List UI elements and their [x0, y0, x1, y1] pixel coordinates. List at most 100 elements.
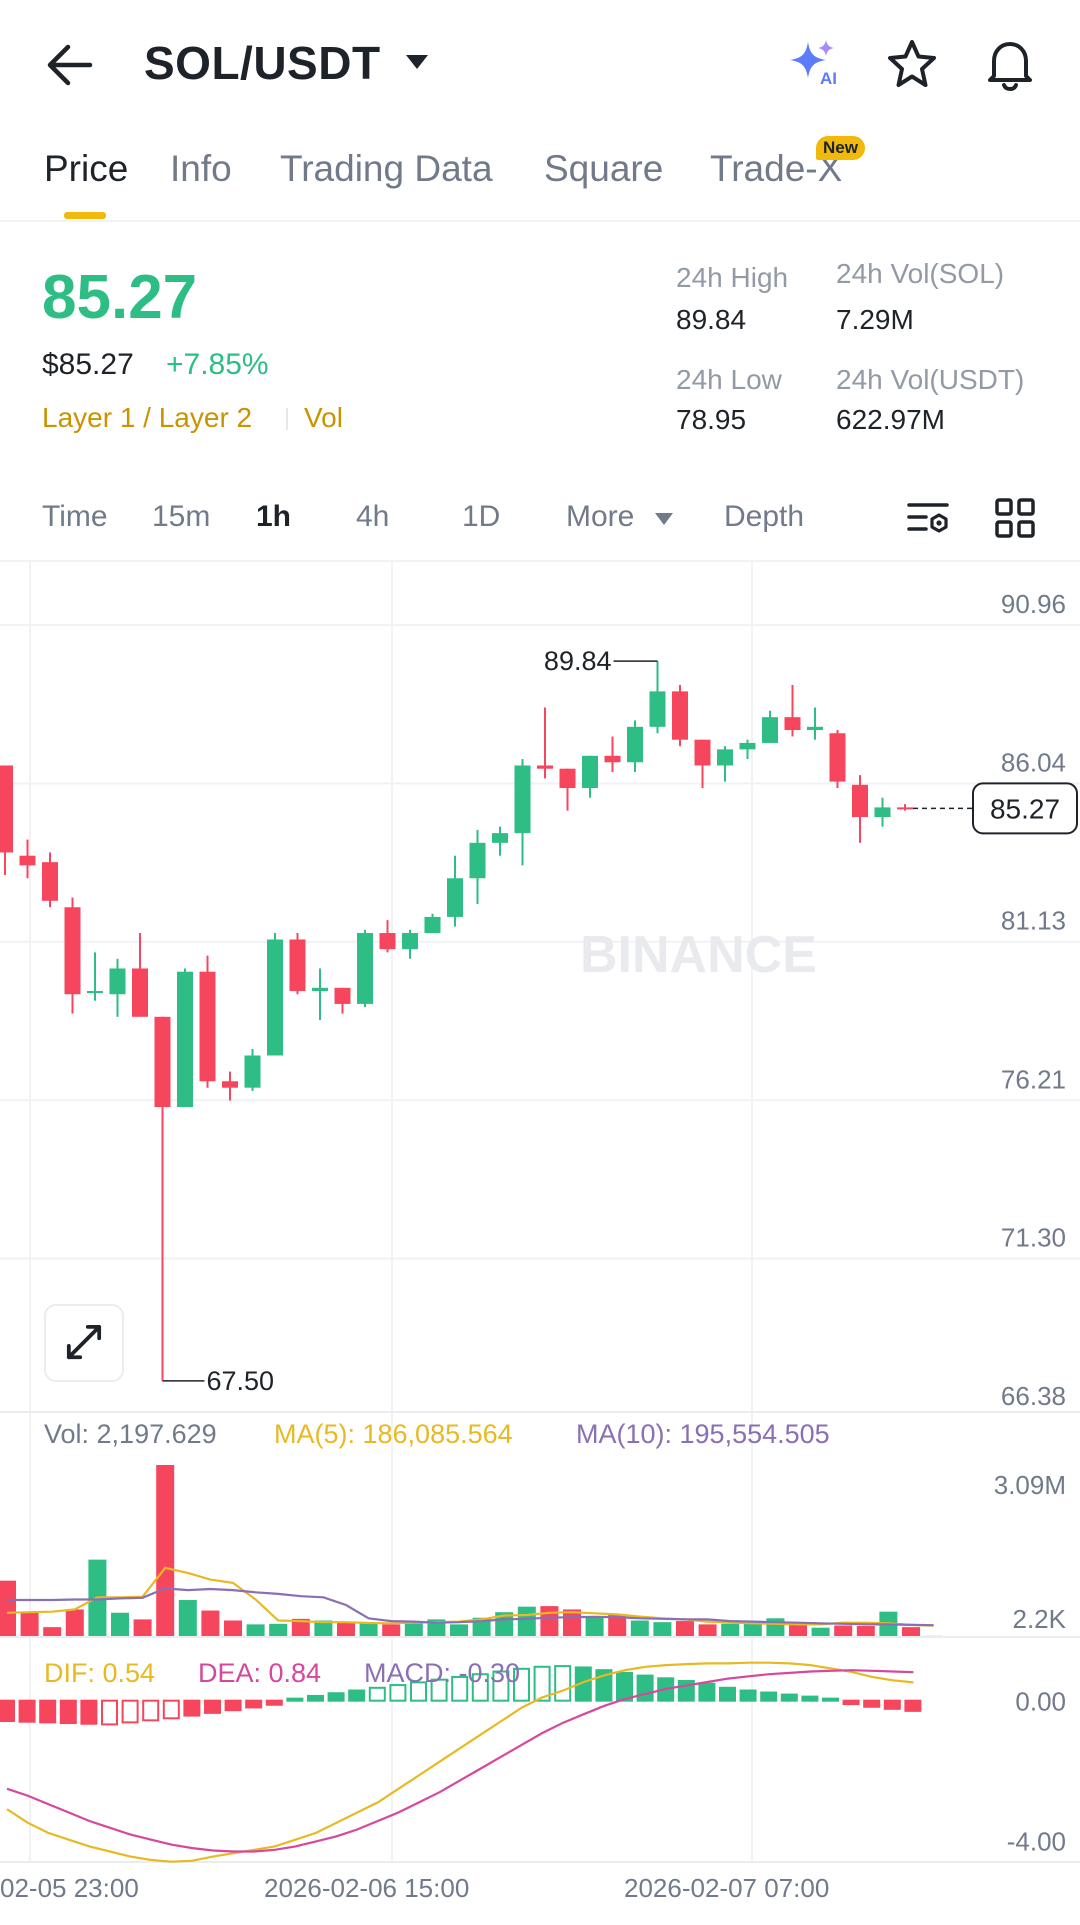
- volume-axis-max: 3.09M: [994, 1470, 1066, 1500]
- candle-body-7: [154, 1016, 171, 1108]
- volume-label: Vol: 2,197.629: [44, 1419, 217, 1449]
- last-price: 85.27: [42, 263, 198, 332]
- macd-hist-bar-15: [307, 1694, 324, 1702]
- tab-bar: Price Info Trading Data Square Trade-X N…: [0, 130, 1080, 222]
- stat-vol-usdt-label: 24h Vol(USDT): [836, 364, 1025, 395]
- interval-1d[interactable]: 1D: [462, 500, 501, 533]
- volume-bar-3: [65, 1609, 84, 1636]
- candle-body-6: [132, 968, 148, 1017]
- price-axis: 90.96 86.04 81.13 76.21 71.30 66.38 85.27: [913, 589, 1078, 1411]
- interval-depth[interactable]: Depth: [724, 500, 805, 533]
- candle-body-11: [244, 1055, 261, 1088]
- layout-grid-icon[interactable]: [994, 497, 1036, 539]
- fullscreen-expand-icon[interactable]: [44, 1304, 124, 1382]
- star-icon[interactable]: [886, 38, 938, 90]
- interval-1h[interactable]: 1h: [256, 500, 292, 533]
- tag-layer[interactable]: Layer 1 / Layer 2: [42, 402, 253, 433]
- candle-body-39: [874, 807, 891, 818]
- candle-body-20: [447, 878, 463, 917]
- volume-bar-40: [902, 1627, 920, 1636]
- volume-bar-36: [811, 1627, 830, 1636]
- price-change: +7.85%: [166, 348, 269, 381]
- candle-body-8: [177, 971, 193, 1108]
- volume-bar-13: [291, 1618, 310, 1636]
- candle-body-9: [199, 971, 216, 1082]
- candlestick-chart[interactable]: BINANCE 90.96 86.04 81.13 76.21 71.30 66.38 85…: [0, 562, 1080, 1925]
- price-usd: $85.27: [42, 348, 134, 381]
- ai-sparkle-icon[interactable]: AI: [786, 38, 842, 88]
- candle-body-31: [694, 739, 711, 766]
- volume-ma10-line: [7, 1587, 934, 1627]
- price-axis-label-2: 81.13: [1001, 906, 1066, 936]
- macd-hist-bar-43: [883, 1699, 901, 1710]
- tab-info[interactable]: Info: [170, 148, 232, 189]
- macd-hist-bar-9: [183, 1699, 201, 1717]
- pair-title[interactable]: SOL/USDT: [144, 37, 381, 89]
- caret-down-icon[interactable]: [404, 53, 430, 71]
- interval-time[interactable]: Time: [42, 500, 108, 533]
- macd-hist-bar-27: [554, 1665, 572, 1702]
- candle-body-5: [109, 968, 126, 995]
- interval-15m[interactable]: 15m: [152, 500, 211, 533]
- candle-body-2: [42, 862, 58, 901]
- volume-bar-18: [404, 1622, 423, 1636]
- ai-badge-text: AI: [820, 69, 837, 88]
- stat-high-value: 89.84: [676, 304, 747, 335]
- high-marker-label: 89.84: [544, 646, 612, 676]
- price-axis-label-1: 86.04: [1001, 748, 1066, 778]
- volume-ma5-label: MA(5): 186,085.564: [274, 1419, 513, 1449]
- volume-bar-10: [224, 1620, 242, 1636]
- tag-vol[interactable]: Vol: [304, 402, 343, 433]
- tab-square[interactable]: Square: [544, 148, 664, 189]
- candle-body-17: [379, 933, 396, 950]
- candle-body-13: [289, 939, 306, 992]
- candle-body-34: [762, 717, 778, 743]
- macd-axis-zero: 0.00: [1015, 1687, 1066, 1717]
- candle-body-33: [739, 742, 756, 750]
- volume-bar-6: [133, 1619, 152, 1636]
- macd-hist-bar-37: [760, 1691, 778, 1702]
- volume-bar-17: [382, 1624, 401, 1636]
- macd-hist-bar-14: [286, 1697, 304, 1702]
- volume-axis-min: 2.2K: [1013, 1604, 1067, 1634]
- volume-bar-38: [856, 1626, 875, 1636]
- volume-ma10-label: MA(10): 195,554.505: [576, 1419, 830, 1449]
- tab-price[interactable]: Price: [44, 148, 129, 189]
- more-caret-icon[interactable]: [654, 512, 674, 526]
- macd-hist-bar-4: [80, 1699, 98, 1725]
- bell-icon[interactable]: [984, 36, 1036, 92]
- candle-body-23: [514, 765, 531, 834]
- interval-4h[interactable]: 4h: [356, 500, 390, 533]
- volume-bar-14: [314, 1620, 333, 1636]
- candle-body-3: [64, 907, 81, 995]
- candle-body-32: [717, 749, 733, 766]
- volume-bar-12: [269, 1623, 288, 1636]
- macd-hist-bar-12: [245, 1699, 263, 1709]
- watermark: BINANCE: [580, 926, 817, 984]
- tab-trading-data[interactable]: Trading Data: [280, 148, 493, 189]
- volume-bar-1: [20, 1612, 39, 1636]
- volume-bar-30: [676, 1621, 694, 1636]
- candle-body-15: [334, 987, 351, 1004]
- interval-more[interactable]: More: [566, 500, 635, 533]
- macd-hist-bar-19: [389, 1684, 407, 1702]
- volume-bar-24: [540, 1606, 559, 1636]
- candle-body-18: [402, 933, 418, 950]
- volume-bar-28: [630, 1620, 649, 1636]
- macd-hist-bar-20: [410, 1681, 427, 1702]
- stat-high-label: 24h High: [676, 262, 789, 293]
- macd-hist-bar-38: [780, 1693, 798, 1702]
- chart-settings-icon[interactable]: [906, 497, 950, 541]
- new-badge: New: [816, 136, 865, 160]
- macd-hist-bar-40: [822, 1697, 839, 1702]
- back-arrow-icon[interactable]: [42, 40, 98, 90]
- volume-bar-26: [585, 1617, 604, 1636]
- macd-hist-bar-41: [842, 1699, 860, 1706]
- candle-body-38: [852, 784, 868, 818]
- volume-bar-9: [201, 1610, 220, 1636]
- candle-body-10: [222, 1081, 238, 1088]
- candle-body-22: [492, 833, 508, 843]
- volume-ma5-line: [6, 1566, 934, 1627]
- time-label-0: 02-05 23:00: [0, 1873, 139, 1903]
- macd-hist-bar-23: [471, 1673, 489, 1702]
